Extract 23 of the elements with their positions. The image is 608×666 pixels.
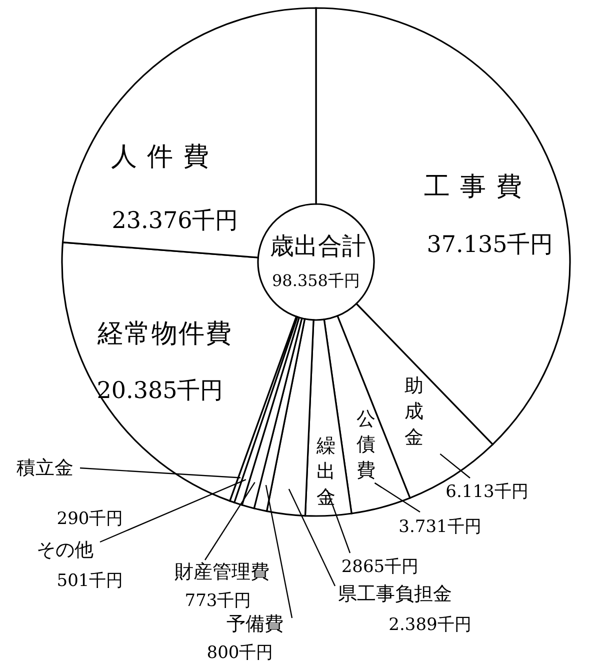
text: 98.358千円 <box>272 271 360 290</box>
slice-label: 人件費 <box>111 142 219 172</box>
data-label: 6.113千円 <box>446 482 528 502</box>
slice-label: 経常物件費 <box>96 319 232 349</box>
slice-label: その他 <box>36 539 94 561</box>
text: 歳出合計 <box>270 232 366 260</box>
slice-label: 助成金 <box>404 375 424 448</box>
slice-label: 県工事負担金 <box>338 583 452 605</box>
data-label: 800千円 <box>206 643 274 663</box>
data-label: 290千円 <box>56 509 124 529</box>
data-label: 3.731千円 <box>398 517 482 537</box>
slice-label: 積立金 <box>16 457 74 479</box>
slice-label: 財産管理費 <box>174 561 270 583</box>
slice-label: 予備費 <box>226 613 284 635</box>
data-label: 37.135千円 <box>426 232 554 258</box>
data-label: 20.385千円 <box>96 378 224 404</box>
data-label: 773千円 <box>184 591 252 611</box>
slice-label: 工事費 <box>424 172 532 202</box>
data-label: 2.389千円 <box>388 615 472 635</box>
slice-label: 公債費 <box>356 408 376 482</box>
data-label: 23.376千円 <box>112 208 238 234</box>
data-label: 501千円 <box>56 571 124 591</box>
data-label: 2865千円 <box>341 557 419 577</box>
